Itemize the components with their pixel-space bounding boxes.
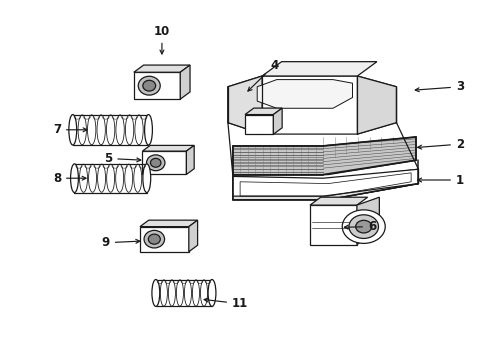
- Ellipse shape: [143, 164, 151, 193]
- Polygon shape: [310, 197, 368, 205]
- Polygon shape: [233, 169, 418, 200]
- Polygon shape: [245, 114, 273, 134]
- Ellipse shape: [150, 158, 161, 167]
- Bar: [156, 279, 212, 306]
- Ellipse shape: [356, 220, 372, 233]
- Polygon shape: [189, 220, 197, 252]
- Ellipse shape: [148, 234, 160, 244]
- Ellipse shape: [145, 114, 152, 145]
- Polygon shape: [134, 72, 180, 99]
- Ellipse shape: [143, 80, 156, 91]
- Bar: [74, 164, 147, 193]
- Polygon shape: [262, 62, 377, 76]
- Polygon shape: [257, 80, 352, 108]
- Polygon shape: [233, 180, 418, 200]
- Polygon shape: [186, 145, 194, 175]
- Polygon shape: [357, 76, 396, 134]
- Polygon shape: [228, 76, 262, 134]
- Ellipse shape: [152, 279, 160, 306]
- Polygon shape: [273, 108, 282, 134]
- Text: 3: 3: [415, 80, 464, 93]
- Text: 7: 7: [53, 123, 87, 136]
- Polygon shape: [140, 226, 189, 252]
- Text: 5: 5: [104, 152, 141, 165]
- Polygon shape: [233, 137, 416, 175]
- Ellipse shape: [144, 230, 165, 248]
- Text: 6: 6: [344, 220, 376, 233]
- Ellipse shape: [208, 279, 216, 306]
- Text: 8: 8: [53, 172, 86, 185]
- Ellipse shape: [69, 114, 76, 145]
- Polygon shape: [143, 151, 186, 175]
- Polygon shape: [245, 108, 282, 114]
- Text: 10: 10: [154, 25, 170, 54]
- Polygon shape: [228, 76, 396, 134]
- Polygon shape: [233, 169, 418, 196]
- Ellipse shape: [138, 76, 160, 95]
- Ellipse shape: [71, 164, 78, 193]
- Polygon shape: [140, 220, 197, 226]
- Text: 4: 4: [248, 59, 278, 91]
- Polygon shape: [310, 205, 357, 244]
- Text: 11: 11: [204, 297, 248, 310]
- Ellipse shape: [147, 155, 165, 171]
- Ellipse shape: [349, 215, 378, 238]
- Polygon shape: [357, 197, 379, 244]
- Text: 2: 2: [417, 138, 464, 150]
- Ellipse shape: [342, 210, 385, 243]
- Polygon shape: [143, 145, 194, 151]
- Text: 1: 1: [417, 174, 464, 186]
- Polygon shape: [134, 65, 190, 72]
- Bar: [73, 114, 148, 145]
- Polygon shape: [180, 65, 190, 99]
- Text: 9: 9: [101, 236, 140, 249]
